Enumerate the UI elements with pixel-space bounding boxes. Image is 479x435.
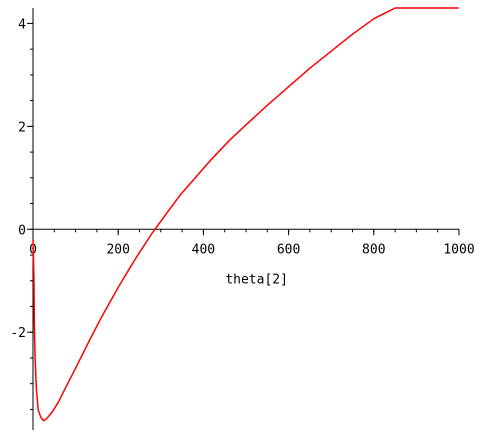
x-tick-label: 400	[192, 242, 215, 257]
x-tick-label: 800	[362, 242, 385, 257]
x-tick-label: 1000	[443, 242, 474, 257]
y-tick-label: 2	[18, 120, 26, 135]
y-tick-label: -2	[10, 326, 26, 341]
x-axis-title: theta[2]	[225, 272, 288, 287]
series-layer	[32, 7, 459, 422]
y-tick-label: 4	[18, 17, 26, 32]
axes	[32, 8, 459, 430]
series-line	[32, 7, 459, 422]
x-tick-label: 200	[106, 242, 129, 257]
y-tick-label: 0	[18, 223, 26, 238]
x-tick-label: 600	[277, 242, 300, 257]
